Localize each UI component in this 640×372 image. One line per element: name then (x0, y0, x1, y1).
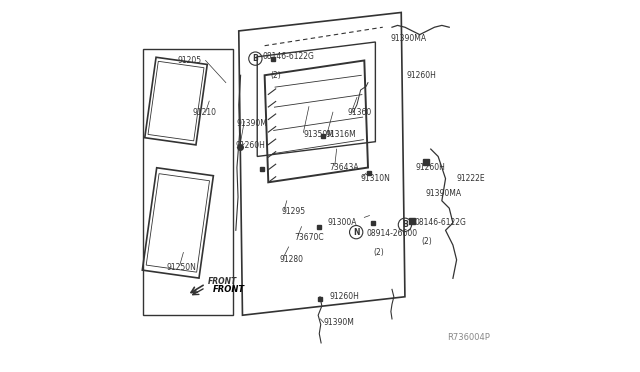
Text: 91280: 91280 (280, 255, 303, 264)
Text: 91300A: 91300A (328, 218, 357, 227)
Text: 91360: 91360 (348, 108, 372, 117)
Text: 91390MA: 91390MA (390, 34, 426, 43)
Text: 73643A: 73643A (329, 163, 359, 172)
Text: 91210: 91210 (193, 108, 216, 117)
Text: 91260H: 91260H (416, 163, 446, 172)
Text: N: N (353, 228, 360, 237)
Text: 91260H: 91260H (329, 292, 359, 301)
Text: 91205: 91205 (178, 56, 202, 65)
Text: 91390MA: 91390MA (425, 189, 461, 198)
Bar (143, 49, 233, 315)
Text: 91390M: 91390M (237, 119, 268, 128)
Text: 73670C: 73670C (294, 233, 324, 242)
Text: (2): (2) (374, 248, 384, 257)
Text: 91222E: 91222E (456, 174, 485, 183)
Text: 08146-6122G: 08146-6122G (414, 218, 466, 227)
Text: 91390M: 91390M (324, 318, 355, 327)
Text: 91350M: 91350M (303, 130, 334, 139)
Text: 91295: 91295 (281, 207, 305, 217)
Text: 91260H: 91260H (407, 71, 436, 80)
Text: B: B (253, 54, 259, 63)
Text: 91250N: 91250N (167, 263, 196, 272)
Text: 08146-6122G: 08146-6122G (263, 52, 315, 61)
Text: 91316M: 91316M (326, 130, 356, 139)
Text: 91260H: 91260H (236, 141, 266, 150)
Text: (2): (2) (270, 71, 281, 80)
Text: (2): (2) (422, 237, 432, 246)
Text: B: B (402, 220, 408, 229)
Text: 91310N: 91310N (360, 174, 390, 183)
Text: 08914-26600: 08914-26600 (366, 230, 417, 238)
Text: FRONT: FRONT (207, 277, 237, 286)
Text: R736004P: R736004P (447, 333, 490, 342)
Text: FRONT: FRONT (213, 285, 245, 294)
